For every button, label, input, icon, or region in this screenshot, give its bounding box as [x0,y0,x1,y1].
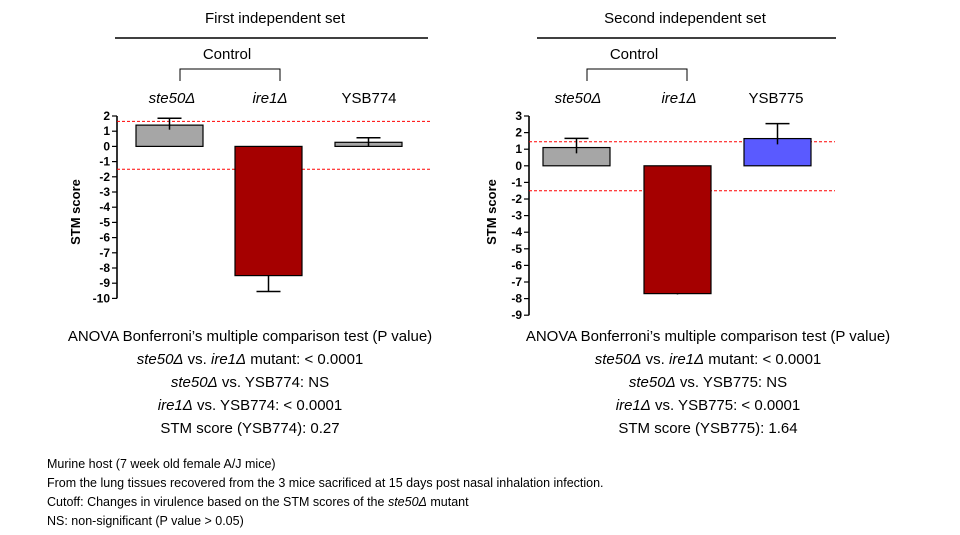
y-tick-label: -10 [93,291,111,305]
y-tick-label: -3 [511,209,522,223]
y-tick-label: -7 [511,275,522,289]
category-label: ire1Δ [252,90,287,107]
y-tick-label: -6 [99,231,110,245]
category-label: ire1Δ [661,90,696,107]
y-tick-label: -5 [511,242,522,256]
footnote-host: Murine host (7 week old female A/J mice) [47,457,276,471]
y-tick-label: -5 [99,215,110,229]
y-tick-label: 2 [515,126,522,140]
y-axis-label: STM score [484,179,499,245]
y-tick-label: -1 [99,155,110,169]
y-tick-label: -3 [99,185,110,199]
y-axis-label: STM score [68,179,83,245]
stats-line-ste50-vs-ire1: ste50Δ vs. ire1Δ mutant: < 0.0001 [136,351,364,368]
y-tick-label: -2 [511,192,522,206]
category-label: YSB774 [341,90,396,107]
y-tick-label: -6 [511,258,522,272]
category-label: YSB775 [748,90,803,107]
y-tick-label: -7 [99,246,110,260]
y-tick-label: -8 [511,292,522,306]
chart-panel-second-set: Second independent set Control ste50Δ ire1Δ… [484,10,836,322]
y-tick-label: -1 [511,175,522,189]
bar [234,145,303,277]
y-tick-label: -2 [99,170,110,184]
chart-panel-first-set: First independent set Control ste50Δ ire1Δ Y… [68,10,430,305]
footnotes: Murine host (7 week old female A/J mice)… [47,455,604,531]
chart-title: Second independent set [604,10,767,27]
y-tick-label: 1 [103,124,110,138]
y-tick-label: -9 [511,308,522,322]
category-label: ste50Δ [555,90,602,107]
y-tick-label: -8 [99,261,110,275]
y-tick-label: -4 [99,200,110,214]
stats-line-ste50-vs-ire1: ste50Δ vs. ire1Δ mutant: < 0.0001 [594,351,822,368]
y-tick-label: 2 [103,109,110,123]
bar [643,165,712,295]
stats-heading: ANOVA Bonferroni’s multiple comparison t… [67,328,433,345]
stats-line-stm-score: STM score (YSB774): 0.27 [160,420,340,437]
stats-block-first-set: ANOVA Bonferroni’s multiple comparison t… [25,325,475,440]
stats-line-ste50-vs-control: ste50Δ vs. YSB775: NS [628,374,788,391]
chart-title: First independent set [205,10,346,27]
stats-line-stm-score: STM score (YSB775): 1.64 [618,420,798,437]
y-tick-label: 3 [515,109,522,123]
control-group-label: Control [203,46,251,63]
stats-line-ire1-vs-control: ire1Δ vs. YSB774: < 0.0001 [157,397,343,414]
y-tick-label: -9 [99,276,110,290]
footnote-ns: NS: non-significant (P value > 0.05) [47,514,244,528]
stats-line-ire1-vs-control: ire1Δ vs. YSB775: < 0.0001 [615,397,801,414]
y-tick-label: 1 [515,142,522,156]
control-bracket [179,68,281,81]
stats-line-ste50-vs-control: ste50Δ vs. YSB774: NS [170,374,330,391]
stats-block-second-set: ANOVA Bonferroni’s multiple comparison t… [493,325,923,440]
control-group-label: Control [610,46,658,63]
y-tick-label: 0 [103,139,110,153]
control-bracket [586,68,688,81]
category-label: ste50Δ [149,90,196,107]
footnote-cutoff: Cutoff: Changes in virulence based on th… [47,495,469,509]
y-tick-label: -4 [511,225,522,239]
footnote-tissues: From the lung tissues recovered from the… [47,476,604,490]
stats-heading: ANOVA Bonferroni’s multiple comparison t… [525,328,891,345]
chart-canvas: First independent set Control ste50Δ ire1Δ Y… [68,10,836,322]
y-tick-label: 0 [515,159,522,173]
